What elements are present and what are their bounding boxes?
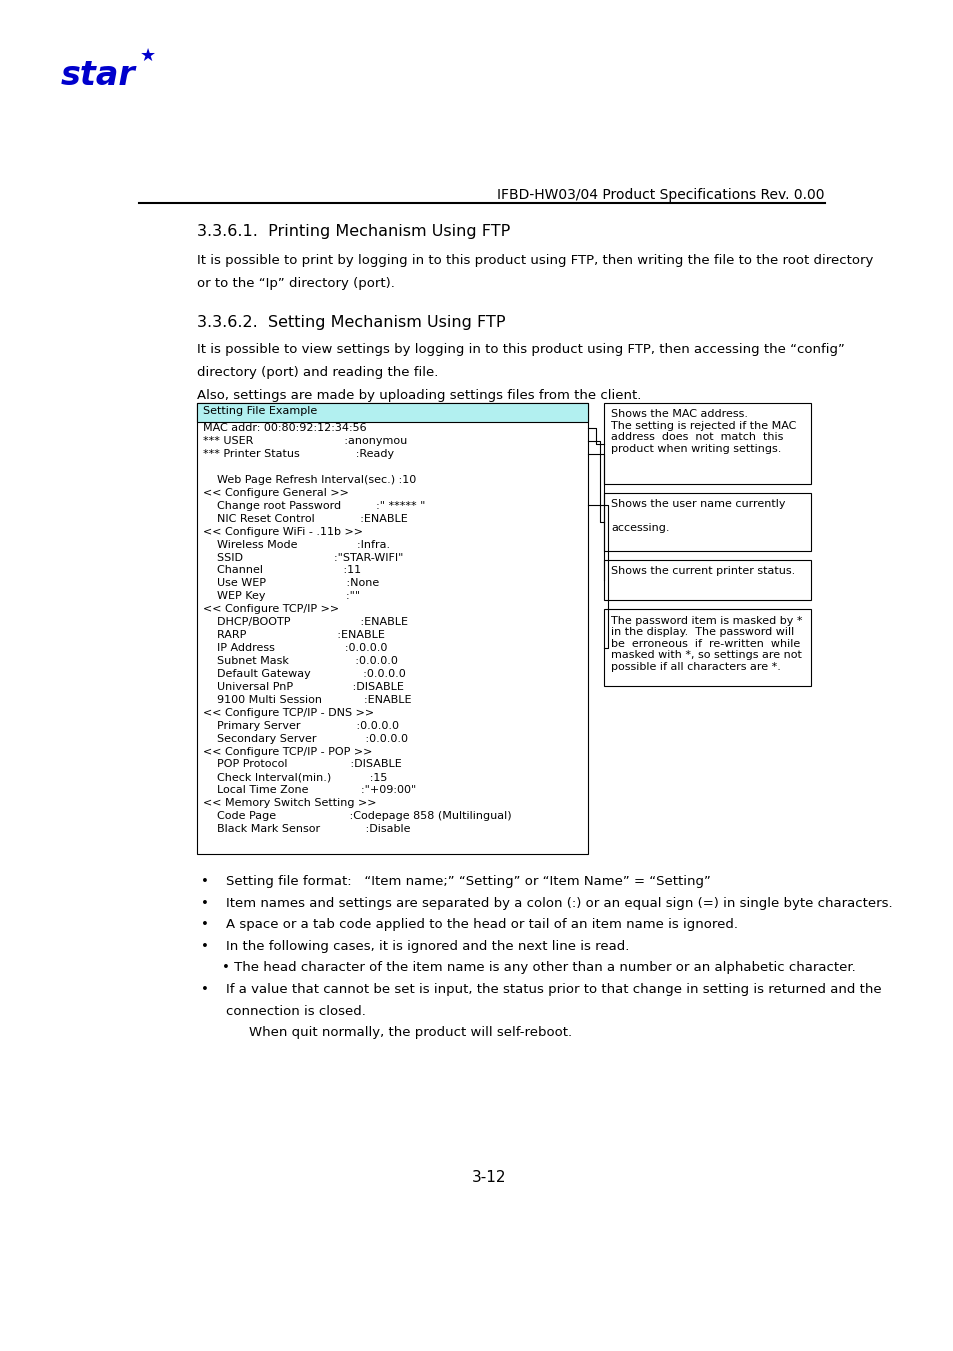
Text: The password item is masked by *
in the display.  The password will
be  erroneou: The password item is masked by * in the … (611, 616, 802, 671)
Text: Item names and settings are separated by a colon (:) or an equal sign (=) in sin: Item names and settings are separated by… (226, 897, 892, 909)
FancyBboxPatch shape (603, 609, 810, 686)
Text: DHCP/BOOTP                    :ENABLE: DHCP/BOOTP :ENABLE (203, 617, 408, 627)
Text: *** USER                          :anonymou: *** USER :anonymou (203, 436, 407, 446)
Text: Change root Password          :" ***** ": Change root Password :" ***** " (203, 501, 425, 511)
Text: Shows the current printer status.: Shows the current printer status. (611, 566, 795, 577)
Text: Channel                       :11: Channel :11 (203, 566, 360, 576)
Text: Local Time Zone               :"+09:00": Local Time Zone :"+09:00" (203, 785, 416, 796)
Text: << Configure WiFi - .11b >>: << Configure WiFi - .11b >> (203, 527, 362, 536)
Text: •: • (200, 875, 209, 888)
Text: directory (port) and reading the file.: directory (port) and reading the file. (196, 366, 437, 380)
Text: IFBD-HW03/04 Product Specifications Rev. 0.00: IFBD-HW03/04 Product Specifications Rev.… (497, 188, 823, 201)
Text: It is possible to view settings by logging in to this product using FTP, then ac: It is possible to view settings by loggi… (196, 343, 843, 357)
Text: ★: ★ (140, 47, 155, 65)
Text: << Configure TCP/IP - DNS >>: << Configure TCP/IP - DNS >> (203, 708, 374, 717)
FancyBboxPatch shape (196, 403, 587, 854)
Text: SSID                          :"STAR-WIFI": SSID :"STAR-WIFI" (203, 553, 403, 562)
Text: << Configure TCP/IP - POP >>: << Configure TCP/IP - POP >> (203, 747, 372, 757)
Text: Code Page                     :Codepage 858 (Multilingual): Code Page :Codepage 858 (Multilingual) (203, 811, 511, 821)
Text: << Memory Switch Setting >>: << Memory Switch Setting >> (203, 798, 376, 808)
Text: or to the “Ip” directory (port).: or to the “Ip” directory (port). (196, 277, 395, 290)
Text: WEP Key                       :"": WEP Key :"" (203, 592, 359, 601)
Text: •: • (200, 984, 209, 996)
Text: •: • (200, 919, 209, 931)
Text: 9100 Multi Session            :ENABLE: 9100 Multi Session :ENABLE (203, 694, 411, 705)
Text: Secondary Server              :0.0.0.0: Secondary Server :0.0.0.0 (203, 734, 408, 743)
Text: Shows the MAC address.
The setting is rejected if the MAC
address  does  not  ma: Shows the MAC address. The setting is re… (611, 409, 796, 454)
Text: Web Page Refresh Interval(sec.) :10: Web Page Refresh Interval(sec.) :10 (203, 476, 416, 485)
Text: Check Interval(min.)           :15: Check Interval(min.) :15 (203, 773, 387, 782)
Text: POP Protocol                  :DISABLE: POP Protocol :DISABLE (203, 759, 401, 770)
Text: 3.3.6.2.  Setting Mechanism Using FTP: 3.3.6.2. Setting Mechanism Using FTP (196, 315, 505, 331)
Text: Setting file format:   “Item name;” “Setting” or “Item Name” = “Setting”: Setting file format: “Item name;” “Setti… (226, 875, 710, 888)
Text: NIC Reset Control             :ENABLE: NIC Reset Control :ENABLE (203, 513, 407, 524)
Text: star: star (61, 59, 135, 92)
Text: Wireless Mode                 :Infra.: Wireless Mode :Infra. (203, 539, 390, 550)
Text: •: • (200, 940, 209, 952)
Text: connection is closed.: connection is closed. (226, 1005, 366, 1017)
Text: Setting File Example: Setting File Example (203, 407, 316, 416)
Text: Universal PnP                 :DISABLE: Universal PnP :DISABLE (203, 682, 403, 692)
Text: Subnet Mask                   :0.0.0.0: Subnet Mask :0.0.0.0 (203, 657, 397, 666)
Text: • The head character of the item name is any other than a number or an alphabeti: • The head character of the item name is… (222, 962, 855, 974)
Text: Primary Server                :0.0.0.0: Primary Server :0.0.0.0 (203, 720, 398, 731)
FancyBboxPatch shape (196, 403, 587, 422)
Text: •: • (200, 897, 209, 909)
Text: 3-12: 3-12 (471, 1170, 506, 1185)
FancyBboxPatch shape (603, 403, 810, 484)
Text: Use WEP                       :None: Use WEP :None (203, 578, 378, 589)
Text: Default Gateway               :0.0.0.0: Default Gateway :0.0.0.0 (203, 669, 405, 680)
Text: << Configure General >>: << Configure General >> (203, 488, 349, 497)
Text: IP Address                    :0.0.0.0: IP Address :0.0.0.0 (203, 643, 387, 653)
Text: It is possible to print by logging in to this product using FTP, then writing th: It is possible to print by logging in to… (196, 254, 872, 266)
Text: MAC addr: 00:80:92:12:34:56: MAC addr: 00:80:92:12:34:56 (203, 423, 366, 434)
Text: << Configure TCP/IP >>: << Configure TCP/IP >> (203, 604, 338, 615)
Text: Also, settings are made by uploading settings files from the client.: Also, settings are made by uploading set… (196, 389, 640, 403)
Text: If a value that cannot be set is input, the status prior to that change in setti: If a value that cannot be set is input, … (226, 984, 881, 996)
Text: Shows the user name currently

accessing.: Shows the user name currently accessing. (611, 500, 785, 532)
FancyBboxPatch shape (603, 561, 810, 600)
Text: A space or a tab code applied to the head or tail of an item name is ignored.: A space or a tab code applied to the hea… (226, 919, 738, 931)
Text: 3.3.6.1.  Printing Mechanism Using FTP: 3.3.6.1. Printing Mechanism Using FTP (196, 224, 510, 239)
Text: *** Printer Status                :Ready: *** Printer Status :Ready (203, 449, 394, 459)
Text: RARP                          :ENABLE: RARP :ENABLE (203, 630, 384, 640)
Text: In the following cases, it is ignored and the next line is read.: In the following cases, it is ignored an… (226, 940, 629, 952)
Text: Black Mark Sensor             :Disable: Black Mark Sensor :Disable (203, 824, 410, 834)
Text: When quit normally, the product will self-reboot.: When quit normally, the product will sel… (249, 1025, 572, 1039)
FancyBboxPatch shape (603, 493, 810, 551)
